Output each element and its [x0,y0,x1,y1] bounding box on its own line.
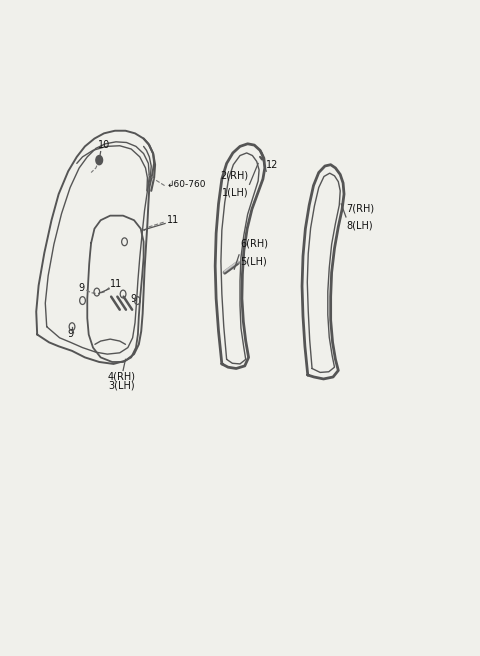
Text: 6(RH): 6(RH) [240,238,268,249]
Text: 5(LH): 5(LH) [240,256,267,266]
Text: 2(RH): 2(RH) [220,171,249,180]
Text: 7(RH): 7(RH) [347,203,374,213]
Circle shape [96,155,103,165]
Text: 9: 9 [130,295,136,304]
Text: 11: 11 [167,215,179,225]
Text: 1(LH): 1(LH) [222,188,249,197]
Text: ↲60-760: ↲60-760 [167,180,206,189]
Text: 9: 9 [79,283,85,293]
Text: 8(LH): 8(LH) [347,221,373,231]
Text: 12: 12 [266,160,278,170]
Text: 10: 10 [98,140,110,150]
Text: 11: 11 [110,279,122,289]
Text: 9: 9 [68,329,73,339]
Text: 4(RH): 4(RH) [108,372,136,382]
Text: 3(LH): 3(LH) [108,380,135,390]
